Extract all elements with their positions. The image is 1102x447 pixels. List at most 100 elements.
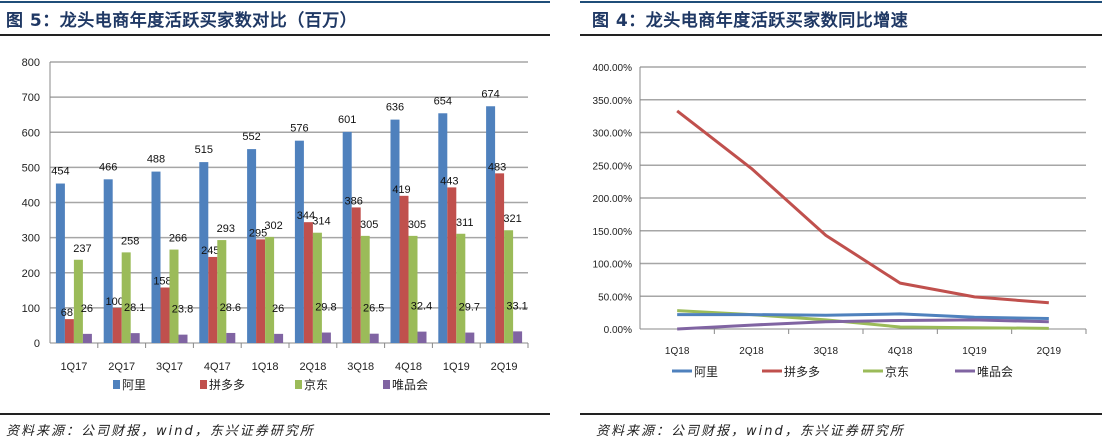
- data-label: 29.8: [315, 302, 336, 314]
- x-tick-label: 2Q18: [739, 346, 764, 357]
- x-tick-label: 3Q17: [156, 361, 183, 373]
- bar-pdd: [112, 307, 122, 343]
- bar-ali: [199, 162, 209, 343]
- y-tick-label: 0: [34, 338, 40, 350]
- x-tick-label: 2Q19: [1037, 346, 1062, 357]
- title-divider-left: [0, 34, 550, 36]
- bar-vip: [226, 332, 236, 343]
- data-label: 386: [345, 195, 363, 207]
- data-label: 29.7: [459, 302, 480, 314]
- data-label: 576: [290, 123, 308, 135]
- y-tick-label: 250.00%: [593, 161, 633, 172]
- data-label: 601: [338, 114, 356, 126]
- data-label: 674: [481, 88, 499, 100]
- legend-label: 京东: [885, 365, 909, 379]
- data-label: 419: [392, 184, 410, 196]
- data-label: 33.1: [506, 300, 527, 312]
- bar-vip: [465, 332, 475, 343]
- data-label: 245: [201, 245, 219, 257]
- legend-swatch: [200, 380, 207, 389]
- bar-jd: [408, 235, 418, 343]
- bar-pdd: [256, 239, 266, 343]
- x-tick-label: 2Q17: [108, 361, 135, 373]
- line-series-ali: [677, 312, 1049, 321]
- title-divider-right: [580, 34, 1102, 36]
- y-tick-label: 350.00%: [593, 96, 633, 107]
- data-label: 158: [153, 276, 171, 288]
- y-tick-label: 100: [22, 303, 40, 315]
- legend-label: 京东: [304, 378, 328, 392]
- data-label: 454: [51, 166, 69, 178]
- data-label: 28.1: [124, 302, 145, 314]
- x-tick-label: 3Q18: [814, 346, 839, 357]
- bar-ali: [55, 183, 65, 343]
- bar-ali: [103, 179, 113, 343]
- bar-jd: [121, 252, 131, 343]
- data-label: 305: [360, 219, 378, 231]
- line-series-vip: [677, 318, 1049, 331]
- bar-jd: [456, 233, 466, 343]
- title-bar-line-right: [580, 1, 1102, 3]
- bar-jd: [312, 232, 322, 343]
- data-label: 321: [503, 213, 521, 225]
- bar-pdd: [447, 187, 457, 343]
- source-divider-left: [0, 413, 550, 415]
- data-label: 100: [106, 296, 124, 308]
- x-tick-label: 2Q19: [491, 361, 518, 373]
- data-label: 654: [434, 95, 452, 107]
- bar-vip: [417, 331, 427, 343]
- title-bar-line-left: [0, 1, 550, 3]
- data-label: 26: [272, 303, 284, 315]
- y-tick-label: 300: [22, 233, 40, 245]
- bar-pdd: [64, 319, 74, 343]
- y-tick-label: 600: [22, 127, 40, 139]
- bar-pdd: [303, 222, 313, 343]
- legend-label: 唯品会: [392, 378, 428, 392]
- line-series-pdd: [676, 109, 1049, 305]
- bar-vip: [178, 334, 188, 343]
- data-label: 26: [81, 303, 93, 315]
- x-tick-label: 1Q18: [252, 361, 279, 373]
- x-tick-label: 1Q19: [962, 346, 987, 357]
- y-tick-label: 400: [22, 198, 40, 210]
- y-tick-label: 800: [22, 57, 40, 69]
- data-label: 26.5: [363, 303, 384, 315]
- x-tick-label: 1Q17: [60, 361, 87, 373]
- y-tick-label: 400.00%: [593, 63, 633, 74]
- legend-label: 拼多多: [784, 365, 820, 379]
- data-label: 466: [99, 161, 117, 173]
- y-tick-label: 200: [22, 268, 40, 280]
- bar-pdd: [160, 287, 170, 343]
- data-label: 443: [440, 175, 458, 187]
- legend-swatch: [113, 380, 120, 389]
- x-tick-label: 3Q18: [347, 361, 374, 373]
- bar-ali: [390, 119, 400, 343]
- left-source-note: 资料来源：公司财报，wind，东兴证券研究所: [6, 424, 315, 439]
- data-label: 636: [386, 102, 404, 114]
- bar-pdd: [351, 207, 361, 343]
- data-label: 488: [147, 154, 165, 166]
- bar-vip: [130, 333, 140, 343]
- bar-vip: [274, 333, 284, 343]
- x-tick-label: 2Q18: [299, 361, 326, 373]
- data-label: 314: [312, 216, 330, 228]
- bar-vip: [321, 332, 331, 343]
- data-label: 23.8: [172, 304, 193, 316]
- legend-label: 唯品会: [977, 365, 1013, 379]
- source-divider-right: [580, 413, 1102, 415]
- y-tick-label: 500: [22, 162, 40, 174]
- data-label: 552: [242, 131, 260, 143]
- data-label: 32.4: [411, 301, 432, 313]
- data-label: 68: [61, 307, 73, 319]
- x-tick-label: 1Q18: [665, 346, 690, 357]
- legend-swatch: [295, 380, 302, 389]
- y-tick-label: 50.00%: [598, 292, 632, 303]
- data-label: 305: [408, 219, 426, 231]
- data-label: 311: [456, 217, 474, 229]
- left-chart-title: 图 5：龙头电商年度活跃买家数对比（百万）: [6, 11, 358, 31]
- bar-jd: [217, 240, 227, 343]
- x-tick-label: 4Q18: [888, 346, 913, 357]
- bar-vip: [369, 333, 379, 343]
- y-tick-label: 100.00%: [593, 260, 633, 271]
